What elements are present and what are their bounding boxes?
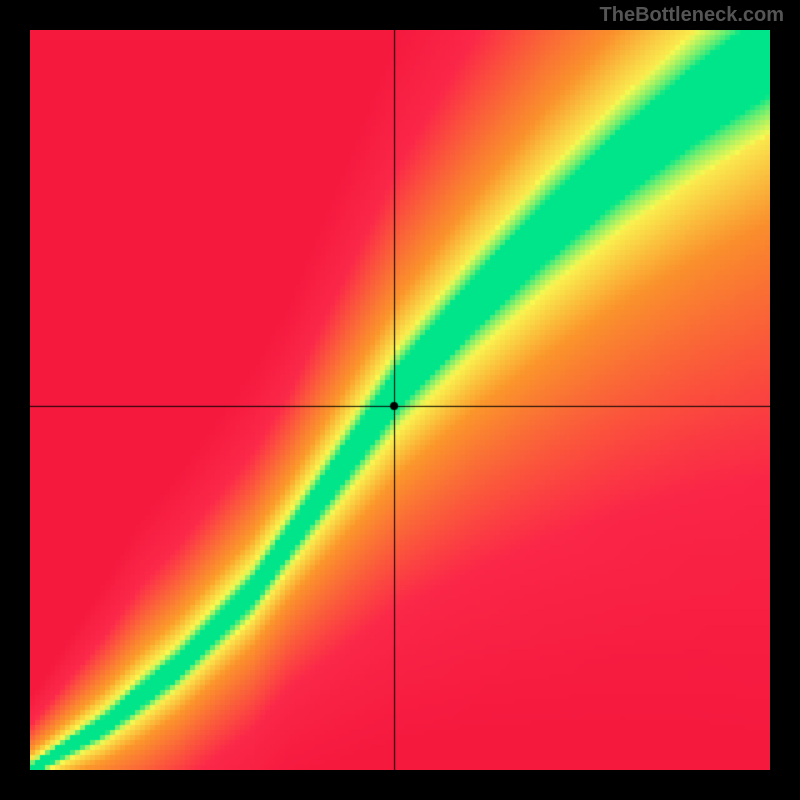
watermark-text: TheBottleneck.com <box>600 4 784 27</box>
heatmap-canvas <box>30 30 770 770</box>
heatmap-plot <box>30 30 770 770</box>
chart-container: TheBottleneck.com <box>0 0 800 800</box>
